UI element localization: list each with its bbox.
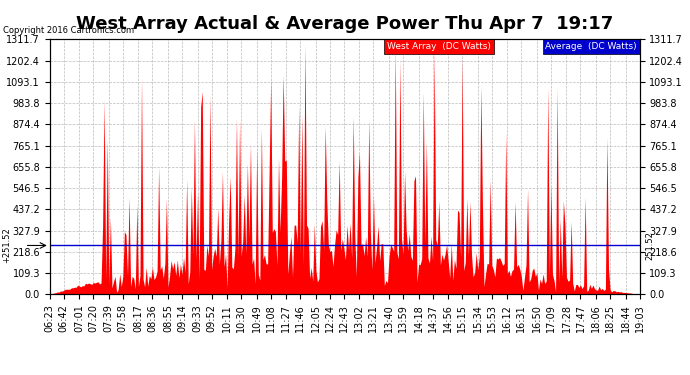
Text: West Array Actual & Average Power Thu Apr 7  19:17: West Array Actual & Average Power Thu Ap… <box>77 15 613 33</box>
Text: Average  (DC Watts): Average (DC Watts) <box>545 42 637 51</box>
Text: West Array  (DC Watts): West Array (DC Watts) <box>387 42 491 51</box>
Text: 251.52: 251.52 <box>646 231 655 260</box>
Text: Copyright 2016 Cartronics.com: Copyright 2016 Cartronics.com <box>3 26 135 35</box>
Text: +251.52: +251.52 <box>2 228 11 263</box>
